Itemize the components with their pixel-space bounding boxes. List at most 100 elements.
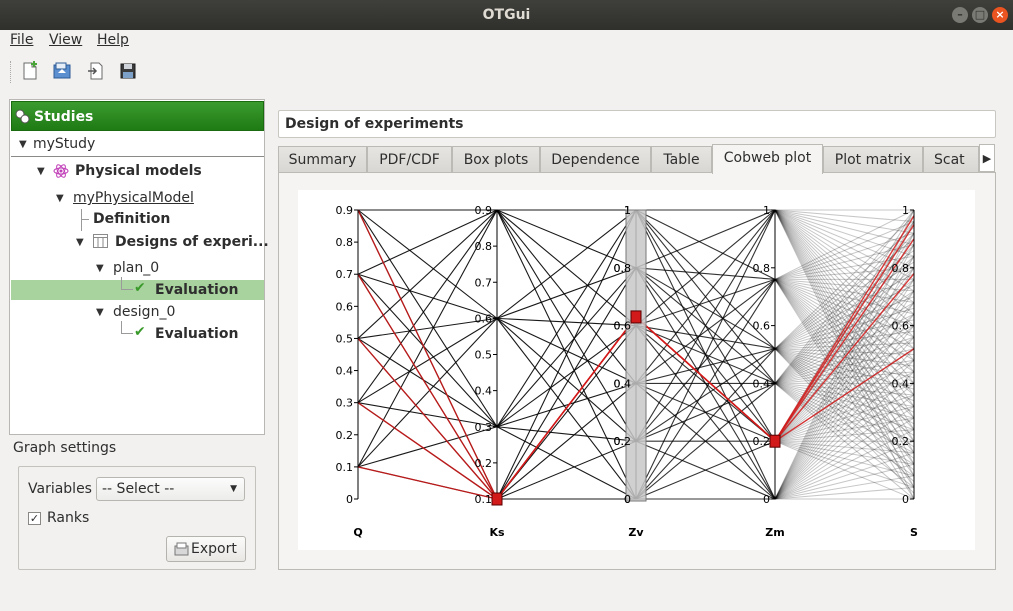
new-study-icon[interactable] bbox=[20, 61, 40, 81]
cobweb-line bbox=[774, 209, 915, 315]
cobweb-line bbox=[774, 440, 915, 488]
expand-physical-model-icon[interactable]: ▼ bbox=[56, 193, 64, 204]
toolbar-handle[interactable] bbox=[10, 61, 12, 83]
tab-scroll-right-icon[interactable]: ▶ bbox=[979, 144, 995, 172]
studies-header[interactable]: Studies bbox=[11, 101, 264, 131]
variables-select-value: -- Select -- bbox=[102, 481, 175, 497]
cobweb-line bbox=[635, 325, 776, 350]
header-divider bbox=[11, 156, 264, 157]
expand-physical-models-icon[interactable]: ▼ bbox=[37, 166, 45, 177]
cobweb-line bbox=[774, 302, 915, 500]
tree-item-plan[interactable]: plan_0 bbox=[113, 260, 160, 276]
cobweb-line bbox=[496, 209, 637, 384]
expand-plan-icon[interactable]: ▼ bbox=[96, 263, 104, 274]
expand-design-icon[interactable]: ▼ bbox=[96, 307, 104, 318]
tab-dependence[interactable]: Dependence bbox=[540, 146, 651, 173]
cobweb-line bbox=[635, 279, 776, 442]
cobweb-line bbox=[774, 359, 915, 500]
selection-handle[interactable] bbox=[769, 434, 781, 448]
cobweb-line bbox=[635, 267, 776, 280]
menu-help-label: Help bbox=[97, 32, 129, 48]
axis-tick-label: 0.2 bbox=[614, 435, 632, 448]
study-tree[interactable]: Studies ▼ myStudy ▼ Physical models ▼ my… bbox=[9, 99, 269, 435]
cobweb-line bbox=[635, 209, 776, 327]
selection-handle[interactable] bbox=[630, 310, 642, 324]
cobweb-line bbox=[774, 313, 915, 442]
tab-plot-matrix[interactable]: Plot matrix bbox=[823, 146, 923, 173]
selection-handle[interactable] bbox=[491, 492, 503, 506]
ranks-checkbox[interactable]: ✓ bbox=[28, 512, 41, 525]
cobweb-line bbox=[774, 221, 915, 280]
tree-item-design-evaluation[interactable]: Evaluation bbox=[155, 326, 239, 342]
cobweb-line bbox=[774, 209, 915, 303]
cobweb-line bbox=[774, 296, 915, 350]
cobweb-line bbox=[774, 221, 915, 384]
cobweb-line bbox=[774, 394, 915, 442]
cobweb-line bbox=[774, 440, 915, 500]
cobweb-line bbox=[774, 255, 915, 384]
cobweb-line bbox=[774, 209, 915, 488]
cobweb-plot[interactable]: 0 0.1 0.2 0.3 0.4 0.5 0.6 0.7 0.8 0.9 Q 0.1 0.2 0.3 0.… bbox=[298, 190, 975, 550]
atom-icon bbox=[53, 164, 69, 178]
menu-file[interactable]: File bbox=[10, 32, 33, 48]
chevron-down-icon: ▼ bbox=[230, 484, 237, 494]
tree-item-plan-evaluation[interactable]: Evaluation bbox=[155, 282, 239, 298]
menu-help[interactable]: Help bbox=[97, 32, 129, 48]
variables-select[interactable]: -- Select -- ▼ bbox=[96, 477, 245, 501]
cobweb-line bbox=[774, 209, 915, 338]
close-icon[interactable]: × bbox=[992, 7, 1008, 23]
cobweb-line bbox=[357, 426, 498, 468]
cobweb-line bbox=[496, 267, 637, 500]
tab-box-plots[interactable]: Box plots bbox=[452, 146, 540, 173]
tree-branch-line bbox=[121, 277, 122, 289]
cobweb-line bbox=[774, 279, 915, 488]
save-icon[interactable] bbox=[118, 61, 138, 81]
export-button[interactable]: Export bbox=[166, 536, 246, 562]
tree-branch-line bbox=[121, 333, 133, 334]
cobweb-line bbox=[635, 348, 776, 442]
open-study-icon[interactable] bbox=[52, 61, 72, 81]
cobweb-line bbox=[774, 255, 915, 442]
axis-tick-label: 0.9 bbox=[475, 204, 493, 217]
tree-item-myphysicalmodel[interactable]: myPhysicalModel bbox=[73, 190, 194, 206]
cobweb-line bbox=[774, 336, 915, 442]
cobweb-line bbox=[496, 426, 637, 442]
expand-designs-icon[interactable]: ▼ bbox=[76, 237, 84, 248]
menu-view[interactable]: View bbox=[49, 32, 82, 48]
import-python-icon[interactable] bbox=[86, 61, 106, 81]
minimize-icon[interactable]: – bbox=[952, 7, 968, 23]
cobweb-line bbox=[774, 209, 915, 361]
tree-item-design[interactable]: design_0 bbox=[113, 304, 176, 320]
tab-cobweb-plot[interactable]: Cobweb plot bbox=[712, 144, 823, 174]
studies-header-label: Studies bbox=[34, 109, 94, 125]
tab-pdf-cdf[interactable]: PDF/CDF bbox=[367, 146, 452, 173]
cobweb-line bbox=[774, 261, 915, 350]
axis-tick-label: 0.2 bbox=[892, 435, 910, 448]
tab-scatter[interactable]: Scat bbox=[923, 146, 979, 173]
cobweb-line bbox=[496, 317, 637, 442]
cobweb-line bbox=[774, 209, 915, 454]
cobweb-line bbox=[774, 429, 915, 442]
maximize-icon[interactable]: □ bbox=[972, 7, 988, 23]
cobweb-line bbox=[774, 278, 915, 396]
cobweb-line bbox=[357, 209, 498, 428]
cobweb-line bbox=[774, 209, 915, 384]
tab-summary[interactable]: Summary bbox=[278, 146, 367, 173]
tree-item-definition[interactable]: Definition bbox=[93, 211, 171, 227]
tab-table[interactable]: Table bbox=[651, 146, 712, 173]
zv-axis-brush[interactable] bbox=[625, 209, 647, 502]
cobweb-line bbox=[774, 440, 915, 500]
tree-item-designs[interactable]: Designs of experi... bbox=[115, 234, 269, 250]
expand-study-icon[interactable]: ▼ bbox=[19, 139, 27, 150]
tab-bar: Summary PDF/CDF Box plots Dependence Tab… bbox=[278, 144, 996, 174]
tree-item-physical-models[interactable]: Physical models bbox=[75, 163, 202, 179]
cobweb-line bbox=[357, 273, 498, 428]
tree-item-mystudy[interactable]: myStudy bbox=[33, 136, 96, 152]
cobweb-line bbox=[774, 209, 915, 280]
axis-tick-label: 0.4 bbox=[475, 385, 493, 398]
variables-label: Variables bbox=[28, 481, 92, 497]
cobweb-line bbox=[774, 279, 915, 430]
tree-branch-line bbox=[121, 289, 133, 290]
cobweb-axes: 0 0.1 0.2 0.3 0.4 0.5 0.6 0.7 0.8 0.9 Q 0.1 0.2 0.3 0.… bbox=[336, 204, 919, 539]
axis-tick-label: 0.9 bbox=[336, 204, 354, 217]
